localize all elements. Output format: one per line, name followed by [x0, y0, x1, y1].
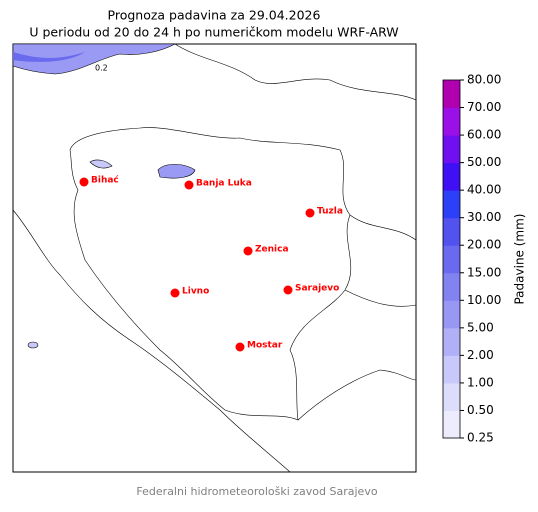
- colorbar-tick-label: 0.50: [467, 403, 494, 417]
- contour-label: 0.2: [95, 64, 108, 73]
- colorbar-tick-label: 70.00: [467, 100, 501, 114]
- city-label: Zenica: [255, 245, 289, 255]
- colorbar-band: [443, 355, 460, 384]
- colorbar-tick-label: 5.00: [467, 320, 494, 334]
- map: 0.2 Bihać Banja Luka Tuzla Zenica Livno Saraj…: [12, 43, 417, 473]
- colorbar-band: [443, 190, 460, 219]
- city-marker: [305, 208, 315, 218]
- city-marker: [235, 342, 245, 352]
- colorbar-band: [443, 410, 460, 439]
- colorbar-band: [443, 135, 460, 164]
- border: [297, 214, 417, 421]
- coastline: [12, 209, 291, 473]
- city-label: Sarajevo: [295, 284, 339, 294]
- city-marker: [79, 177, 89, 187]
- precip-area: [12, 43, 176, 75]
- colorbar-tick-label: 60.00: [467, 128, 501, 142]
- colorbar-band: [443, 327, 460, 356]
- colorbar-tick-label: 80.00: [467, 73, 501, 87]
- colorbar-tick-label: 2.00: [467, 348, 494, 362]
- border: [174, 43, 417, 101]
- city-label: Banja Luka: [196, 179, 252, 189]
- city-marker: [283, 285, 293, 295]
- title-line: U periodu od 20 do 24 h po numeričkom mo…: [29, 25, 398, 40]
- colorbar-frame: [442, 79, 461, 439]
- precip-area: [157, 164, 196, 179]
- city-marker: [184, 180, 194, 190]
- colorbar-tick-label: 20.00: [467, 238, 501, 252]
- colorbar-band: [443, 107, 460, 136]
- city-label: Mostar: [247, 341, 283, 351]
- colorbar-band: [443, 80, 460, 109]
- colorbar: 0.25 0.50 1.00 2.00 5.00 10.00 15.00 20.00 30.00…: [442, 73, 501, 445]
- city-label: Livno: [182, 287, 209, 297]
- precip-area: [27, 341, 39, 349]
- colorbar-tick-label: 15.00: [467, 265, 501, 279]
- colorbar-tick-label: 10.00: [467, 293, 501, 307]
- colorbar-band: [443, 300, 460, 329]
- colorbar-tick-label: 0.25: [467, 431, 494, 445]
- city-marker: [243, 246, 253, 256]
- colorbar-tick-label: 50.00: [467, 155, 501, 169]
- city-label: Tuzla: [317, 207, 343, 217]
- colorbar-tick-label: 30.00: [467, 210, 501, 224]
- colorbar-tick-label: 40.00: [467, 183, 501, 197]
- precip-area: [13, 52, 85, 62]
- colorbar-band: [443, 382, 460, 411]
- colorbar-label: Padavine (mm): [513, 213, 527, 304]
- map-frame: [12, 43, 417, 473]
- colorbar-tick-label: 1.00: [467, 375, 494, 389]
- footer: Federalni hidrometeorološki zavod Saraje…: [136, 485, 377, 498]
- colorbar-band: [443, 272, 460, 301]
- precip-area: [89, 159, 113, 169]
- city-label: Bihać: [91, 175, 119, 186]
- title-line: Prognoza padavina za 29.04.2026: [108, 8, 321, 23]
- border: [69, 127, 352, 421]
- city-marker: [170, 288, 180, 298]
- colorbar-band: [443, 217, 460, 246]
- colorbar-band: [443, 245, 460, 274]
- colorbar-band: [443, 162, 460, 191]
